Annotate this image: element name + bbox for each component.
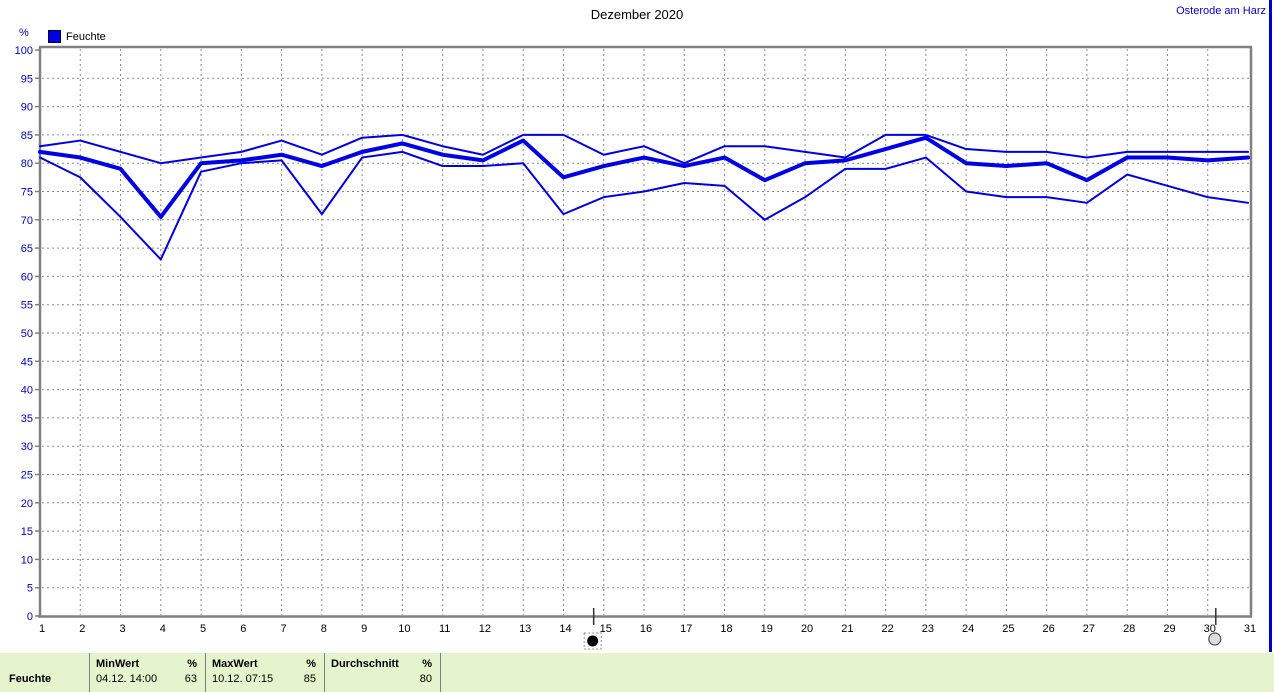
y-tick-label: 15 (21, 526, 33, 538)
x-tick-label: 25 (1002, 623, 1014, 635)
maxwert-unit: % (306, 658, 316, 670)
y-tick-label: 85 (21, 130, 33, 142)
x-tick-label: 15 (600, 623, 612, 635)
x-tick-label: 14 (559, 623, 571, 635)
durchschnitt-value: 80 (419, 673, 432, 685)
window-edge-accent (1269, 0, 1272, 692)
x-tick-label: 18 (720, 623, 732, 635)
legend-swatch-icon (48, 30, 61, 43)
y-tick-label: 45 (21, 356, 33, 368)
x-tick-label: 12 (479, 623, 491, 635)
chart-plot-area: 0510152025303540455055606570758085909510… (15, 45, 1256, 650)
y-tick-label: 55 (21, 300, 33, 312)
chart-title: Dezember 2020 (590, 7, 684, 22)
series-durchschnitt-line (38, 135, 1251, 219)
x-tick-label: 29 (1163, 623, 1175, 635)
x-tick-label: 21 (841, 623, 853, 635)
x-tick-label: 6 (240, 623, 246, 635)
y-tick-label: 5 (27, 583, 33, 595)
y-tick-label: 35 (21, 413, 33, 425)
x-tick-label: 3 (119, 623, 125, 635)
x-tick-label: 17 (680, 623, 692, 635)
full-moon-icon[interactable] (1208, 632, 1222, 646)
x-tick-label: 31 (1244, 623, 1256, 635)
x-tick-label: 8 (321, 623, 327, 635)
y-tick-label: 30 (21, 441, 33, 453)
summary-col-maxwert: MaxWert % 10.12. 07:15 85 (205, 653, 324, 692)
minwert-value: 63 (184, 673, 197, 685)
y-tick-label: 75 (21, 187, 33, 199)
y-tick-label: 10 (21, 554, 33, 566)
summary-table: Feuchte MinWert % 04.12. 14:00 63 MaxWer… (0, 652, 1274, 692)
y-tick-label: 25 (21, 470, 33, 482)
summary-table-spacer (440, 653, 1274, 692)
x-tick-label: 13 (519, 623, 531, 635)
minwert-unit: % (187, 658, 197, 670)
x-tick-label: 24 (962, 623, 974, 635)
y-tick-label: 80 (21, 158, 33, 170)
y-tick-label: 100 (15, 45, 33, 57)
x-tick-label: 4 (160, 623, 166, 635)
x-tick-label: 30 (1204, 623, 1216, 635)
maxwert-time: 10.12. 07:15 (212, 673, 274, 685)
x-tick-label: 28 (1123, 623, 1135, 635)
durchschnitt-unit: % (422, 658, 432, 670)
y-tick-label: 60 (21, 271, 33, 283)
minwert-time: 04.12. 14:00 (96, 673, 158, 685)
y-tick-label: 50 (21, 328, 33, 340)
y-tick-label: 0 (27, 611, 33, 623)
x-tick-label: 22 (881, 623, 893, 635)
x-tick-label: 19 (761, 623, 773, 635)
new-moon-icon[interactable] (587, 635, 599, 647)
y-tick-label: 90 (21, 102, 33, 114)
x-tick-label: 20 (801, 623, 813, 635)
maxwert-value: 85 (303, 673, 316, 685)
x-tick-label: 9 (361, 623, 367, 635)
y-tick-label: 70 (21, 215, 33, 227)
y-tick-label: 40 (21, 385, 33, 397)
legend: Feuchte (48, 30, 106, 43)
minwert-header: MinWert (96, 658, 140, 670)
durchschnitt-header: Durchschnitt (331, 658, 399, 670)
x-tick-label: 27 (1083, 623, 1095, 635)
x-tick-label: 5 (200, 623, 206, 635)
station-name: Osterode am Harz (1176, 5, 1266, 17)
maxwert-header: MaxWert (212, 658, 258, 670)
x-tick-label: 23 (922, 623, 934, 635)
legend-label: Feuchte (66, 30, 106, 43)
summary-col-durchschnitt: Durchschnitt % 80 (324, 653, 440, 692)
x-tick-label: 11 (439, 623, 450, 635)
y-tick-label: 95 (21, 73, 33, 85)
summary-row-label: Feuchte (9, 673, 52, 685)
y-tick-label: 20 (21, 498, 33, 510)
x-tick-label: 10 (398, 623, 410, 635)
x-tick-label: 2 (79, 623, 85, 635)
series-max-line (39, 133, 1250, 165)
x-tick-label: 7 (281, 623, 287, 635)
x-tick-label: 26 (1043, 623, 1055, 635)
moon-selection-box (583, 632, 602, 650)
x-tick-label: 16 (640, 623, 652, 635)
series-min-line (39, 150, 1250, 261)
summary-col-minwert: MinWert % 04.12. 14:00 63 (89, 653, 205, 692)
y-tick-label: 65 (21, 243, 33, 255)
y-axis-unit-label: % (19, 27, 29, 39)
x-tick-label: 1 (39, 623, 45, 635)
